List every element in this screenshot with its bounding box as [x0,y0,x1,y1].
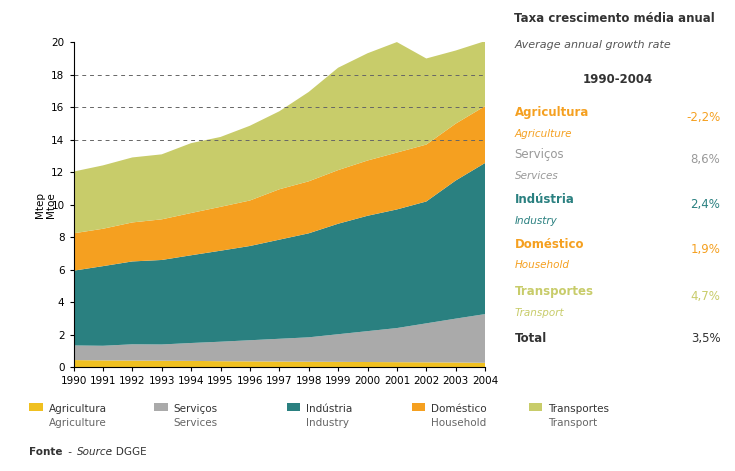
Text: Household: Household [431,418,486,428]
Text: Services: Services [173,418,218,428]
Text: Agriculture: Agriculture [49,418,107,428]
Text: Indústria: Indústria [306,404,352,414]
Text: 1990-2004: 1990-2004 [582,73,653,86]
Text: 2,4%: 2,4% [690,198,720,211]
Text: Agriculture: Agriculture [514,129,572,138]
Text: Serviços: Serviços [514,148,564,162]
Text: Doméstico: Doméstico [514,238,584,251]
Text: 8,6%: 8,6% [691,153,720,166]
Text: Transport: Transport [514,308,564,317]
Text: Fonte: Fonte [29,447,63,457]
Text: Doméstico: Doméstico [431,404,487,414]
Text: Services: Services [514,171,559,181]
Text: Transportes: Transportes [514,285,593,298]
Y-axis label: Mtep
Mtoe: Mtep Mtoe [35,192,57,218]
Text: Serviços: Serviços [173,404,218,414]
Text: Total: Total [514,332,547,345]
Text: Industry: Industry [514,216,557,226]
Text: Household: Household [514,260,570,270]
Text: -2,2%: -2,2% [686,111,720,124]
Text: Transportes: Transportes [548,404,609,414]
Text: 4,7%: 4,7% [690,290,720,303]
Text: 3,5%: 3,5% [691,332,720,345]
Text: Transport: Transport [548,418,598,428]
Text: Average annual growth rate: Average annual growth rate [514,40,671,50]
Text: : DGGE: : DGGE [109,447,146,457]
Text: Source: Source [76,447,112,457]
Text: Agricultura: Agricultura [514,106,589,119]
Text: 1,9%: 1,9% [690,243,720,256]
Text: -: - [65,447,75,457]
Text: Agricultura: Agricultura [49,404,107,414]
Text: Industry: Industry [306,418,349,428]
Text: Indústria: Indústria [514,193,574,206]
Text: Taxa crescimento média anual: Taxa crescimento média anual [514,12,715,25]
